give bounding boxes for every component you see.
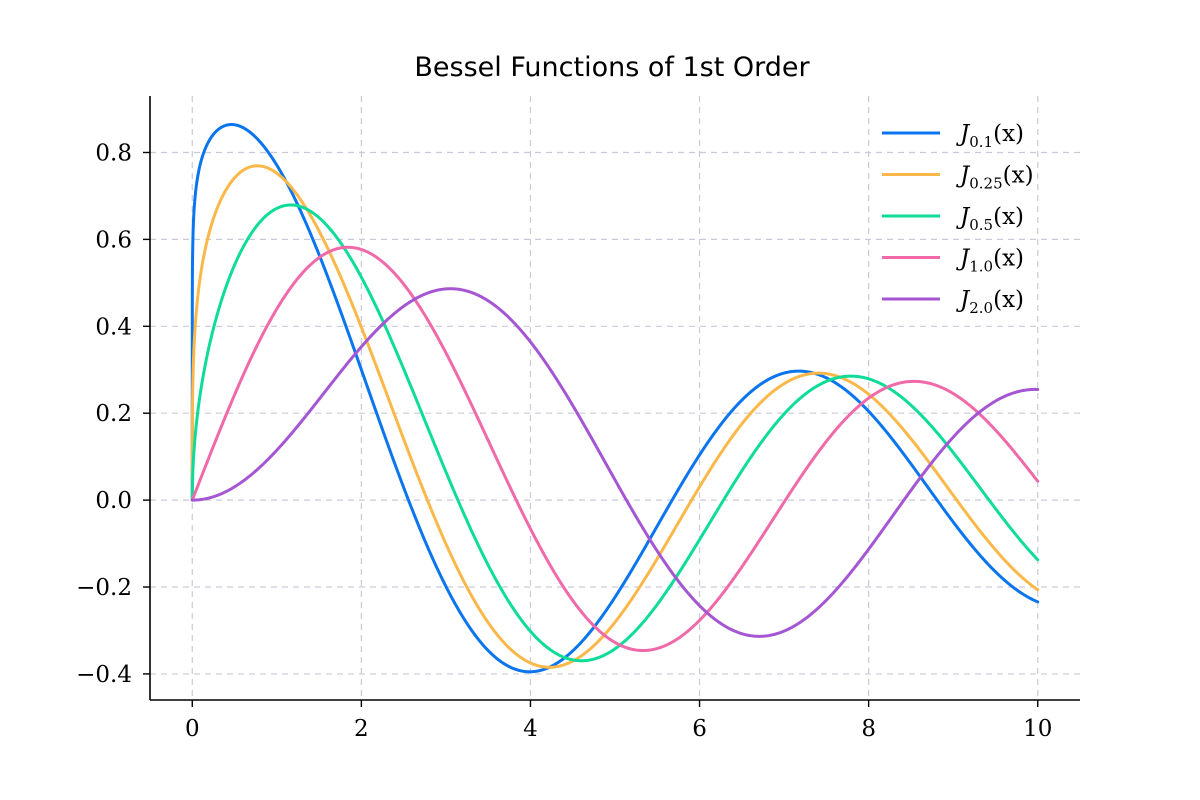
tick-marks: 0 2 4 6 8 10 −0.4 −0.2 0.0 0.2 0.4 0.6 0.8 [76,140,1052,742]
y-tick-label: 0.2 [95,401,132,427]
series-line [190,287,1040,638]
grid-lines [150,96,1080,700]
y-tick-label: 0.6 [95,227,132,253]
x-tick-label: 10 [1023,716,1052,742]
x-tick-label: 6 [692,716,707,742]
y-tick-label: −0.2 [76,575,132,601]
x-tick-label: 2 [354,716,369,742]
x-tick-label: 0 [185,716,200,742]
x-tick-label: 4 [523,716,538,742]
legend-label: J0.25(x) [956,163,1034,193]
legend-label: J2.0(x) [956,287,1024,317]
y-tick-label: −0.4 [76,662,132,688]
chart-title: Bessel Functions of 1st Order [414,52,810,83]
series-line [190,123,1040,674]
legend-label: J0.5(x) [956,204,1024,234]
series-line [190,203,1040,663]
y-tick-label: 0.0 [95,488,132,514]
y-tick-label: 0.8 [95,140,132,166]
series-line [190,164,1040,669]
series-lines [190,123,1040,674]
series-line [190,245,1040,653]
legend-label: J1.0(x) [956,246,1024,276]
y-tick-label: 0.4 [95,314,132,340]
legend-label: J0.1(x) [956,121,1024,151]
x-tick-label: 8 [861,716,876,742]
legend: J0.1(x) J0.25(x) J0.5(x) J1.0(x) J2.0(x) [882,121,1034,317]
axes [149,96,1080,701]
